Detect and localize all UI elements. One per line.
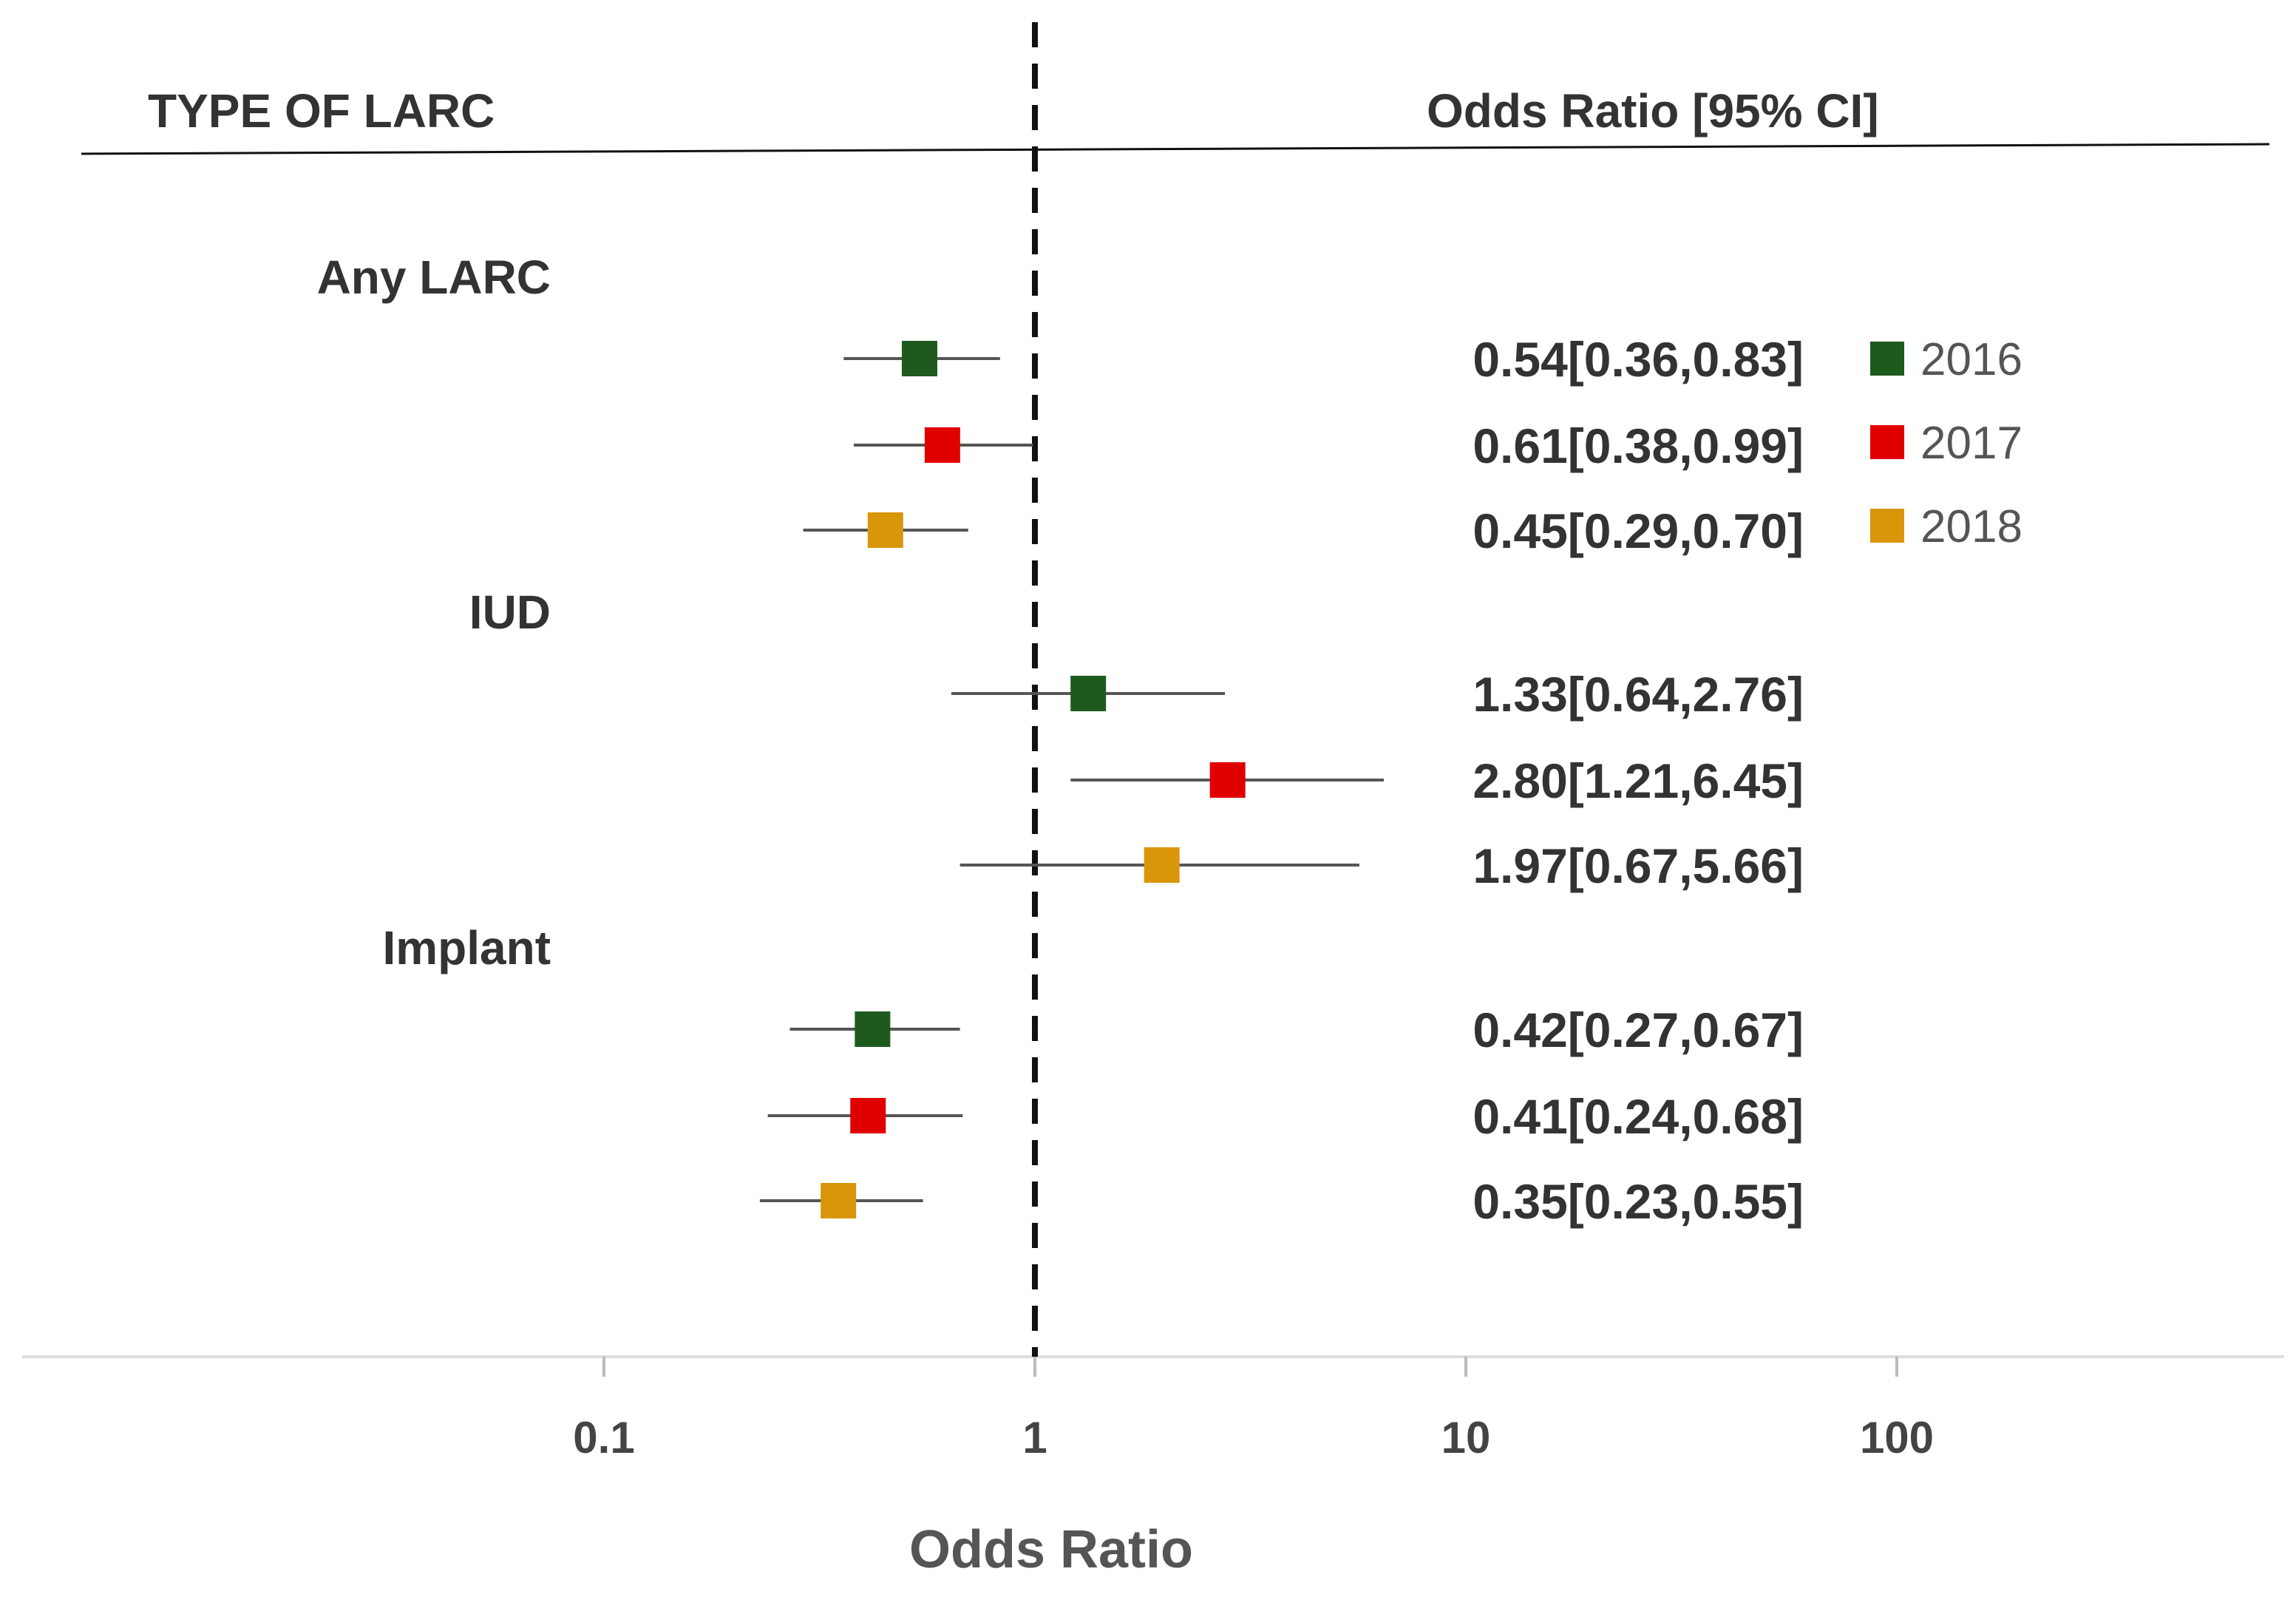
point-estimate-0-0 — [901, 341, 937, 376]
point-estimate-2-0 — [855, 1011, 891, 1047]
x-axis-label: Odds Ratio — [909, 1520, 1193, 1579]
header-odds-ratio-ci: Odds Ratio [95% CI] — [1427, 84, 1879, 138]
group-label-1: IUD — [469, 586, 551, 639]
point-estimate-1-0 — [1070, 676, 1107, 711]
x-tick-label-3: 100 — [1860, 1413, 1934, 1462]
legend-swatch-2016 — [1870, 342, 1904, 376]
or-ci-label-2-0: 0.42[0.27,0.67] — [1473, 1003, 1804, 1057]
x-tick-label-2: 10 — [1441, 1413, 1491, 1462]
point-estimate-0-2 — [867, 512, 903, 548]
point-estimate-1-1 — [1209, 762, 1246, 798]
or-ci-label-1-1: 2.80[1.21,6.45] — [1473, 753, 1804, 808]
legend-label-2017: 2017 — [1920, 418, 2022, 469]
or-ci-label-1-0: 1.33[0.64,2.76] — [1473, 667, 1804, 722]
point-estimate-2-2 — [821, 1183, 857, 1218]
or-ci-label-1-2: 1.97[0.67,5.66] — [1473, 838, 1804, 893]
or-ci-label-0-1: 0.61[0.38,0.99] — [1473, 418, 1804, 473]
group-label-2: Implant — [382, 921, 551, 974]
or-ci-label-2-2: 0.35[0.23,0.55] — [1473, 1174, 1804, 1229]
point-estimate-2-1 — [850, 1098, 886, 1133]
legend-swatch-2018 — [1870, 509, 1904, 543]
x-tick-label-0: 0.1 — [573, 1413, 634, 1462]
point-estimate-1-2 — [1144, 847, 1180, 883]
legend: 2016 2017 2018 — [1870, 334, 2022, 552]
group-label-0: Any LARC — [317, 251, 551, 304]
legend-label-2018: 2018 — [1920, 501, 2022, 552]
point-estimate-0-1 — [924, 427, 960, 463]
or-ci-label-0-0: 0.54[0.36,0.83] — [1473, 332, 1804, 387]
legend-label-2016: 2016 — [1920, 334, 2022, 385]
header-type-of-larc: TYPE OF LARC — [148, 84, 495, 138]
legend-swatch-2017 — [1870, 425, 1904, 459]
x-tick-label-1: 1 — [1022, 1413, 1047, 1462]
x-axis-ticks: 0.1 1 10 100 — [573, 1357, 1934, 1462]
forest-rows: Any LARC 0.54[0.36,0.83] 0.61[0.38,0.99] 0.… — [317, 251, 1804, 1229]
or-ci-label-2-1: 0.41[0.24,0.68] — [1473, 1089, 1804, 1144]
header-underline — [81, 143, 2270, 155]
or-ci-label-0-2: 0.45[0.29,0.70] — [1473, 503, 1804, 558]
